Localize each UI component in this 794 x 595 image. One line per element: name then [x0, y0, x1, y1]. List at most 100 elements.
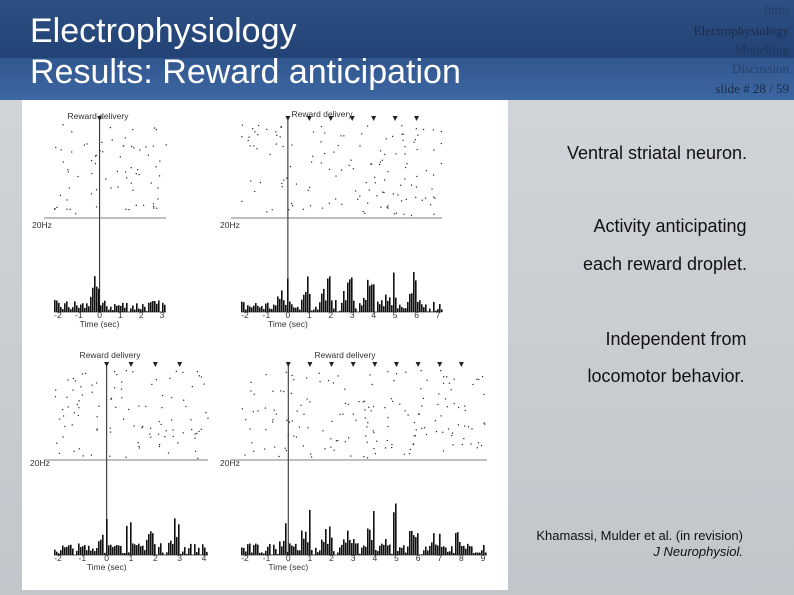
hist-bar: [399, 304, 401, 312]
raster-dot: [324, 152, 326, 155]
raster-dot: [109, 127, 111, 129]
raster-dot: [110, 187, 112, 189]
hist-bar: [108, 545, 110, 555]
raster-dot: [62, 436, 64, 438]
raster-dot: [291, 205, 294, 207]
raster-dot: [368, 189, 370, 191]
hist-bar: [285, 304, 287, 312]
raster-dot: [330, 446, 332, 448]
x-tick-label: 5: [393, 310, 398, 320]
raster-dot: [245, 419, 247, 421]
hist-bar: [429, 546, 431, 555]
x-tick-label: -1: [79, 553, 87, 563]
raster-dot: [249, 428, 251, 430]
raster-dot: [272, 419, 274, 421]
hist-bar: [98, 541, 100, 555]
x-tick-label: -2: [54, 310, 62, 320]
reward-arrow: [328, 116, 334, 121]
hist-bar: [413, 272, 415, 312]
hist-bar: [369, 285, 371, 312]
raster-dot: [266, 128, 268, 131]
x-tick-label: 6: [416, 553, 421, 563]
hist-bar: [162, 302, 164, 312]
raster-dot: [135, 204, 137, 206]
hist-bar: [68, 545, 70, 555]
raster-dot: [408, 452, 411, 455]
nav-item[interactable]: Intro: [764, 2, 789, 17]
hist-bar: [449, 551, 451, 555]
hist-bar: [317, 552, 319, 555]
raster-dot: [280, 390, 282, 392]
hist-bar: [267, 302, 269, 312]
hist-bar: [136, 545, 138, 555]
raster-dot: [401, 133, 403, 135]
hist-bar: [363, 545, 365, 555]
nav-item[interactable]: Discussion: [732, 61, 790, 76]
raster-dot: [90, 193, 93, 195]
raster-dot: [344, 402, 347, 404]
raster-dot: [153, 205, 155, 208]
raster-dot: [145, 405, 147, 407]
nav-item[interactable]: Electrophysiology: [694, 23, 790, 38]
hist-bar: [281, 546, 283, 555]
figure-image: [22, 100, 508, 590]
x-tick-label: 2: [329, 553, 334, 563]
raster-dot: [194, 437, 196, 439]
hist-bar: [62, 309, 64, 312]
raster-dot: [387, 370, 389, 373]
raster-dot: [247, 139, 249, 142]
reward-arrow: [306, 116, 312, 121]
hist-bar: [66, 301, 68, 312]
raster-dot: [335, 198, 337, 200]
raster-dot: [310, 161, 313, 163]
hist-bar: [333, 551, 335, 555]
raster-dot: [278, 455, 280, 458]
hist-bar: [176, 536, 178, 555]
raster-dot: [182, 371, 184, 374]
raster-dot: [165, 144, 167, 146]
hist-bar: [104, 552, 106, 555]
raster-dot: [359, 195, 361, 197]
raster-dot: [451, 432, 454, 434]
hist-bar: [405, 308, 407, 312]
title-line: Electrophysiology: [30, 12, 296, 50]
hist-bar: [261, 552, 263, 555]
hist-bar: [323, 541, 325, 555]
raster-dot: [403, 213, 405, 215]
hist-bar: [114, 304, 116, 312]
raster-dot: [155, 166, 157, 168]
raster-dot: [416, 148, 418, 151]
raster-dot: [125, 171, 127, 173]
hist-bar: [291, 304, 293, 312]
raster-dot: [149, 433, 151, 435]
raster-dot: [62, 408, 64, 411]
hist-bar: [309, 293, 311, 312]
raster-dot: [295, 183, 298, 185]
nav-item[interactable]: Modelling: [735, 42, 790, 57]
x-tick-label: 3: [177, 553, 182, 563]
hist-bar: [110, 306, 112, 312]
hist-bar: [273, 304, 275, 312]
hist-bar: [343, 290, 345, 312]
hist-bar: [116, 544, 118, 555]
raster-dot: [169, 377, 171, 379]
hist-bar: [58, 553, 60, 555]
reward-arrow: [285, 116, 291, 121]
hist-bar: [86, 550, 88, 555]
raster-dot: [310, 456, 313, 458]
hist-bar: [261, 306, 263, 312]
hist-bar: [148, 534, 150, 555]
raster-dot: [94, 163, 97, 165]
hist-bar: [423, 307, 425, 312]
raster-dot: [305, 377, 308, 379]
hist-bar: [138, 308, 140, 312]
raster-dot: [451, 434, 453, 437]
raster-dot: [157, 187, 159, 189]
raster-dot: [81, 373, 84, 375]
raster-dot: [476, 447, 478, 449]
x-axis-label: Time (sec): [268, 562, 308, 572]
raster-dot: [198, 430, 200, 433]
x-axis-label: Time (sec): [268, 319, 308, 329]
raster-dot: [368, 406, 370, 408]
